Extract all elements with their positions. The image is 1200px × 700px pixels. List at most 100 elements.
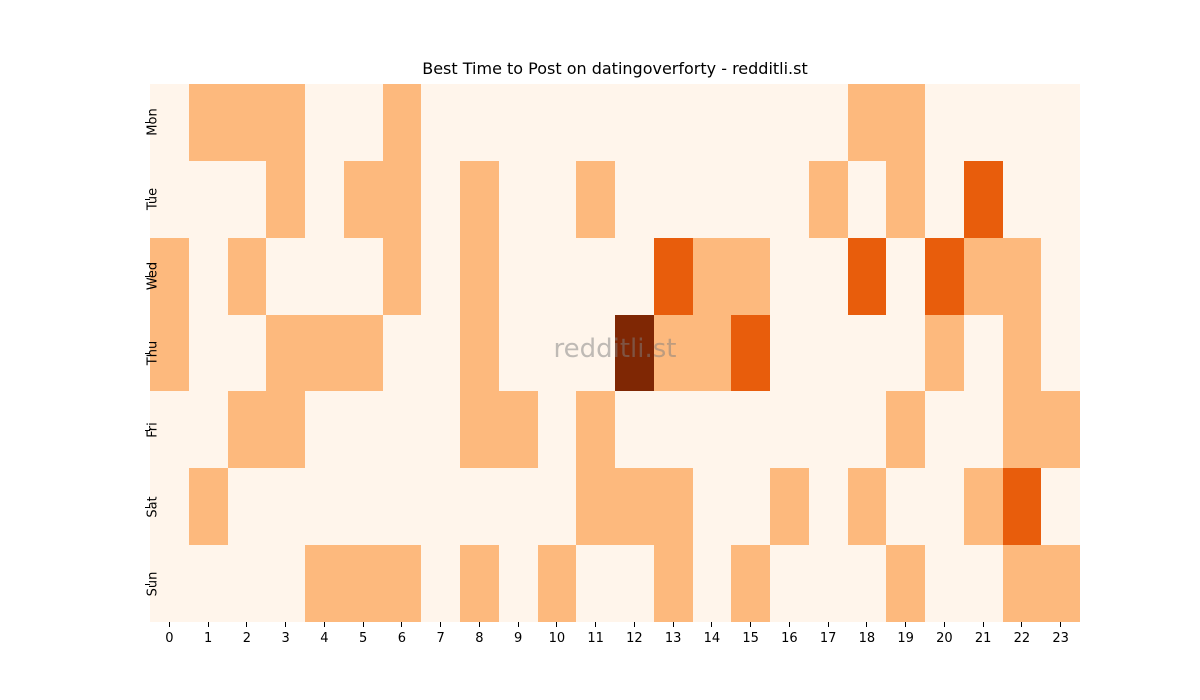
- heatmap-cell: [343, 545, 383, 622]
- heatmap-cell: [770, 314, 809, 392]
- heatmap-cell: [847, 160, 887, 238]
- heatmap-cell: [188, 391, 228, 469]
- heatmap-cell: [808, 545, 848, 622]
- heatmap-cell: [421, 391, 460, 469]
- heatmap-cell: [227, 314, 267, 392]
- heatmap-cell: [925, 545, 964, 622]
- x-tick-label: 4: [304, 622, 344, 646]
- heatmap-cell: [227, 391, 267, 469]
- x-tick-text: 4: [320, 631, 329, 646]
- heatmap-cell: [460, 468, 499, 546]
- heatmap-cell: [963, 314, 1003, 392]
- heatmap-cell: [731, 314, 770, 392]
- heatmap-cell: [188, 314, 228, 392]
- heatmap-cell: [382, 314, 422, 392]
- heatmap-cell: [731, 237, 770, 315]
- heatmap-cell: [731, 84, 770, 161]
- heatmap-cell: [731, 468, 770, 546]
- heatmap-cell: [421, 84, 460, 161]
- heatmap-cell: [382, 160, 422, 238]
- heatmap-cell: [615, 545, 654, 622]
- heatmap-cell: [808, 160, 848, 238]
- heatmap-cell: [770, 468, 809, 546]
- x-tick-text: 18: [858, 631, 876, 646]
- heatmap-cell: [266, 391, 305, 469]
- heatmap-cell: [150, 468, 189, 546]
- heatmap-cell: [498, 391, 538, 469]
- y-tick-mark: [145, 429, 150, 431]
- x-tick-label: 13: [653, 622, 693, 646]
- heatmap-cell: [343, 314, 383, 392]
- heatmap-cell: [808, 84, 848, 161]
- x-tick-mark: [1060, 622, 1062, 627]
- x-tick-text: 7: [436, 631, 445, 646]
- y-tick-text: Fri: [145, 422, 161, 438]
- heatmap-cell: [537, 468, 577, 546]
- x-tick-mark: [866, 622, 868, 627]
- heatmap-cell: [266, 84, 305, 161]
- chart-title: Best Time to Post on datingoverforty - r…: [422, 59, 808, 78]
- heatmap-cell: [692, 237, 732, 315]
- y-tick-text: Mon: [145, 108, 161, 137]
- x-tick-text: 10: [548, 631, 566, 646]
- watermark: redditli.st: [553, 334, 677, 364]
- heatmap-cell: [615, 84, 654, 161]
- heatmap-cell: [188, 545, 228, 622]
- heatmap-cell: [537, 314, 577, 392]
- x-tick-mark: [827, 622, 829, 627]
- heatmap-cell: [1002, 468, 1042, 546]
- heatmap-cell: [731, 391, 770, 469]
- heatmap-cell: [653, 391, 693, 469]
- heatmap-cell: [421, 237, 460, 315]
- y-tick-mark: [145, 353, 150, 354]
- heatmap-cell: [537, 545, 577, 622]
- x-tick-label: 10: [537, 622, 577, 646]
- heatmap-cell: [963, 545, 1003, 622]
- heatmap-cell: [1002, 391, 1042, 469]
- heatmap-cell: [576, 160, 615, 238]
- heatmap-cell: [382, 468, 422, 546]
- x-tick-label: 8: [459, 622, 499, 646]
- heatmap-cell: [227, 160, 267, 238]
- x-tick-label: 21: [963, 622, 1003, 646]
- x-tick-text: 13: [664, 631, 682, 646]
- x-tick-label: 22: [1002, 622, 1042, 646]
- x-tick-mark: [285, 622, 287, 627]
- x-tick-mark: [1021, 622, 1023, 627]
- x-tick-text: 20: [936, 631, 953, 646]
- heatmap-cell: [227, 545, 267, 622]
- heatmap-cell: [692, 84, 732, 161]
- heatmap-cell: [808, 314, 848, 392]
- x-tick-label: 20: [924, 622, 964, 646]
- x-tick-label: 9: [498, 622, 538, 646]
- x-tick-text: 21: [974, 631, 992, 646]
- heatmap-cell: [847, 468, 887, 546]
- x-axis: 0 1 2 3 4 5 6 7 8 9 10 11 12 13 14 15 16 17 18 19 20 21 22 23: [150, 622, 1080, 652]
- heatmap-cell: [421, 545, 460, 622]
- x-tick-text: 12: [626, 631, 643, 646]
- heatmap-cell: [925, 391, 964, 469]
- heatmap-cell: [615, 468, 654, 546]
- heatmap-cell: [266, 314, 305, 392]
- heatmap-cell: [1041, 468, 1080, 546]
- x-tick-mark: [788, 622, 790, 627]
- heatmap-cell: [692, 391, 732, 469]
- heatmap-cell: [460, 160, 499, 238]
- x-tick-mark: [982, 622, 984, 627]
- heatmap-cell: [653, 314, 693, 392]
- heatmap-cell: [886, 391, 925, 469]
- heatmap-cell: [305, 391, 344, 469]
- heatmap-cell: [615, 314, 654, 392]
- heatmap-cell: [963, 84, 1003, 161]
- heatmap-cell: [227, 468, 267, 546]
- heatmap-cell: [498, 468, 538, 546]
- y-tick-text: Thu: [145, 340, 161, 366]
- heatmap-cell: [188, 468, 228, 546]
- heatmap-cell: [886, 84, 925, 161]
- y-tick-text: Sun: [145, 571, 161, 596]
- heatmap-cell: [150, 160, 189, 238]
- heatmap-cell: [537, 237, 577, 315]
- heatmap-cell: [847, 84, 887, 161]
- x-tick-mark: [323, 622, 325, 627]
- x-tick-text: 0: [165, 631, 174, 646]
